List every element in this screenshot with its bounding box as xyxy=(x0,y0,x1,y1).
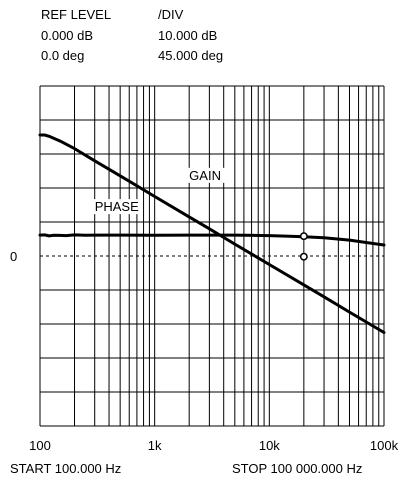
header-phase-ref-value: 0.0 deg xyxy=(41,48,85,63)
series-label-gain: GAIN xyxy=(189,168,221,183)
x-tick-label: 100 xyxy=(29,438,51,453)
gain-trace xyxy=(38,133,386,334)
x-tick-label: 1k xyxy=(148,438,162,453)
header-phase-div-value: 45.000 deg xyxy=(158,48,224,63)
series-label-background xyxy=(187,167,226,183)
footer-stop-frequency: STOP 100 000.000 Hz xyxy=(232,461,363,476)
header-ref-level-label: REF LEVEL xyxy=(41,7,112,22)
series-label-background xyxy=(92,199,140,215)
x-tick-label: 100k xyxy=(370,438,399,453)
phase-marker xyxy=(299,232,308,241)
plot-labels: 0 100 1k 10k 100k GAIN PHASE xyxy=(10,167,399,453)
series-label-phase: PHASE xyxy=(95,199,139,214)
plot-grid xyxy=(39,85,385,427)
header-gain-ref-value: 0.000 dB xyxy=(41,28,94,43)
footer-start-frequency: START 100.000 Hz xyxy=(10,461,122,476)
x-tick-label: 10k xyxy=(259,438,280,453)
reference-level-label: 0 xyxy=(10,249,17,264)
header-div-label: /DIV xyxy=(158,7,184,22)
plot-traces xyxy=(38,133,386,334)
phase-trace xyxy=(38,233,386,247)
gain-marker xyxy=(299,252,308,261)
header-gain-div-value: 10.000 dB xyxy=(158,28,218,43)
